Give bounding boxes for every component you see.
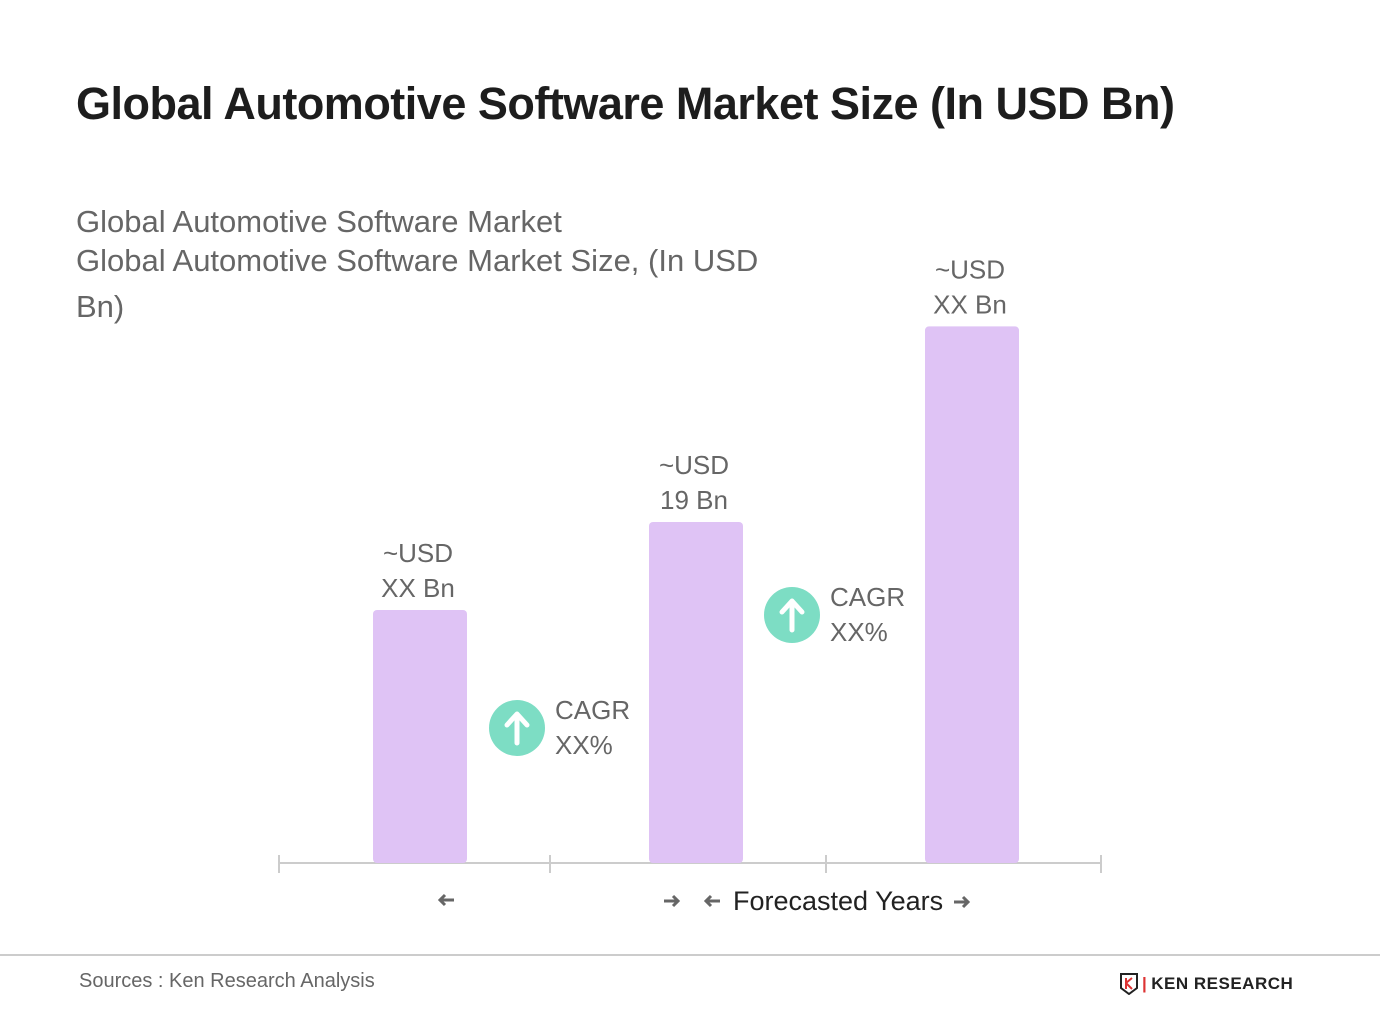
bar-data-label: XX Bn (933, 289, 1007, 319)
arrow-left-icon (437, 893, 454, 907)
bar (925, 326, 1019, 864)
arrow-right-icon (664, 894, 681, 908)
bar-data-label: ~USD (659, 450, 729, 480)
bar (373, 609, 467, 863)
chart-subtitle: Global Automotive Software Market (76, 204, 562, 239)
bar (649, 522, 743, 863)
arrow-up-icon (504, 711, 530, 746)
arrow-right-icon (954, 895, 971, 909)
bar-chart: ~USD XX Bn ~USD 19 Bn ~USD XX Bn CAGR XX% CAGR XX… (278, 254, 1102, 916)
cagr-label: CAGR (830, 582, 905, 612)
cagr-label: CAGR (555, 695, 630, 725)
ken-research-logo: | KEN RESEARCH (1120, 973, 1293, 995)
ken-logo-icon (1120, 973, 1138, 995)
bar-data-label: ~USD (383, 538, 453, 568)
chart-subtitle-line3: Bn) (76, 289, 125, 324)
arrow-up-icon (779, 598, 805, 633)
cagr-label: XX% (830, 617, 888, 647)
forecasted-years-label: Forecasted Years (733, 886, 943, 916)
source-note: Sources : Ken Research Analysis (79, 970, 375, 992)
page-title: Global Automotive Software Market Size (… (76, 78, 1175, 129)
bar-data-label: XX Bn (381, 573, 455, 603)
bar-data-label: ~USD (935, 254, 1005, 284)
bar-data-label: 19 Bn (660, 485, 728, 515)
logo-text: KEN RESEARCH (1151, 974, 1294, 993)
chart-subtitle-line2: Global Automotive Software Market Size, … (76, 243, 759, 278)
arrow-left-icon (703, 894, 720, 908)
footer-divider (0, 954, 1380, 956)
cagr-label: XX% (555, 730, 613, 760)
